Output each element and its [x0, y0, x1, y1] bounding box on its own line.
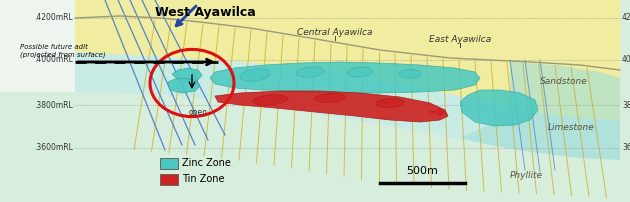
- Polygon shape: [215, 91, 448, 122]
- Text: Phyllite: Phyllite: [510, 170, 543, 180]
- Text: open: open: [188, 108, 207, 117]
- Bar: [160, 174, 178, 185]
- Ellipse shape: [253, 95, 287, 105]
- Text: 3600mRL: 3600mRL: [622, 143, 630, 153]
- Ellipse shape: [399, 69, 421, 79]
- Ellipse shape: [376, 98, 404, 107]
- Text: Central Ayawilca: Central Ayawilca: [297, 28, 373, 37]
- Text: West Ayawilca: West Ayawilca: [154, 6, 255, 19]
- Text: Possible future adit: Possible future adit: [20, 44, 88, 50]
- Text: .4000mRL: .4000mRL: [34, 56, 73, 64]
- Text: Zinc Zone: Zinc Zone: [182, 159, 231, 168]
- Ellipse shape: [296, 67, 324, 77]
- Polygon shape: [460, 62, 620, 160]
- Polygon shape: [75, 16, 620, 120]
- Polygon shape: [168, 78, 200, 93]
- Polygon shape: [172, 68, 202, 82]
- Text: Sandstone: Sandstone: [540, 78, 588, 86]
- Bar: [160, 158, 178, 169]
- Polygon shape: [75, 52, 620, 160]
- Polygon shape: [75, 0, 620, 70]
- Text: Limestone: Limestone: [548, 123, 595, 133]
- Text: East Ayawilca: East Ayawilca: [429, 35, 491, 44]
- Ellipse shape: [240, 69, 270, 81]
- Polygon shape: [460, 90, 538, 126]
- Text: 3800mRL: 3800mRL: [622, 101, 630, 109]
- Text: Tin Zone: Tin Zone: [182, 175, 224, 184]
- Text: 500m: 500m: [406, 166, 438, 176]
- Ellipse shape: [348, 67, 372, 77]
- Text: 4000mRL: 4000mRL: [622, 56, 630, 64]
- Text: 4200mRL: 4200mRL: [622, 14, 630, 22]
- Ellipse shape: [315, 93, 345, 103]
- Text: .3600mRL: .3600mRL: [34, 143, 73, 153]
- Text: (projected from surface): (projected from surface): [20, 52, 106, 58]
- Polygon shape: [210, 62, 480, 93]
- Text: .3800mRL: .3800mRL: [34, 101, 73, 109]
- Text: .4200mRL: .4200mRL: [34, 14, 73, 22]
